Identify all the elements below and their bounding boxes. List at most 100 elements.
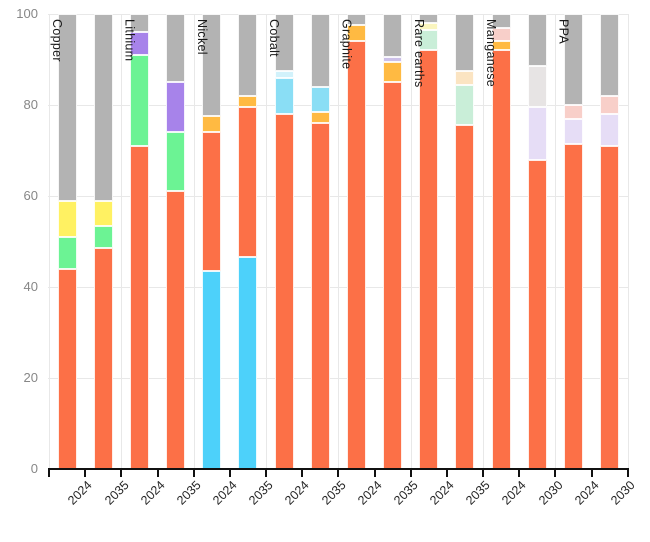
bar-segment bbox=[93, 200, 113, 226]
bar-segment bbox=[600, 14, 620, 96]
group-label: Copper bbox=[50, 19, 65, 62]
x-axis-tick-label-text: 2024 bbox=[137, 478, 168, 508]
bar-segment bbox=[93, 14, 113, 201]
x-axis-tick-label-text: 2035 bbox=[463, 478, 493, 508]
bar-segment bbox=[202, 271, 222, 469]
bar-segment bbox=[129, 54, 149, 146]
stacked-bar bbox=[166, 14, 186, 469]
x-axis-tick-label-text: 2024 bbox=[571, 478, 602, 508]
gridline-vertical bbox=[266, 14, 268, 469]
x-axis-tick-label-text: 2035 bbox=[101, 478, 132, 508]
bar-segment bbox=[57, 268, 77, 469]
bar-segment bbox=[419, 14, 439, 24]
gridline-horizontal bbox=[48, 105, 628, 106]
bar-segment bbox=[600, 145, 620, 469]
bar-segment bbox=[166, 82, 186, 133]
x-axis-line bbox=[48, 468, 629, 470]
x-axis-tick-label-text: 2024 bbox=[210, 478, 240, 508]
x-axis-tick-mark bbox=[192, 470, 195, 477]
stacked-bar bbox=[600, 14, 620, 469]
bar-segment bbox=[238, 95, 258, 108]
bar-segment bbox=[129, 14, 149, 33]
stacked-bar bbox=[383, 14, 403, 469]
x-axis-tick-mark bbox=[265, 470, 268, 477]
bar-segment bbox=[57, 236, 77, 269]
bar-segment bbox=[310, 86, 330, 112]
bar-segment bbox=[274, 14, 294, 71]
bar-segment bbox=[419, 23, 439, 30]
bar-segment bbox=[202, 116, 222, 133]
x-axis-tick-mark bbox=[518, 470, 521, 477]
bar-segment bbox=[310, 14, 330, 87]
gridline-vertical bbox=[49, 14, 50, 469]
group-label: Manganese bbox=[484, 19, 499, 88]
stacked-bar bbox=[274, 14, 294, 469]
bar-segment bbox=[383, 57, 403, 62]
x-axis-tick-mark bbox=[590, 470, 593, 477]
y-axis-tick-label: 20 bbox=[23, 370, 38, 385]
bar-segment bbox=[166, 132, 186, 192]
x-axis-tick-label-text: 2024 bbox=[427, 478, 457, 508]
gridline-horizontal bbox=[48, 378, 628, 379]
bar-segment bbox=[419, 50, 439, 469]
x-axis-tick-label-text: 2030 bbox=[608, 478, 638, 508]
bar-segment bbox=[129, 32, 149, 55]
x-axis-tick-mark bbox=[301, 470, 304, 477]
bar-segment bbox=[202, 132, 222, 272]
x-axis-tick-label-text: 2024 bbox=[65, 478, 96, 508]
x-axis-tick-label-text: 2035 bbox=[246, 478, 276, 508]
stacked-bar bbox=[346, 14, 366, 469]
x-axis-tick-label-text: 2024 bbox=[499, 478, 530, 508]
y-axis-tick-label: 0 bbox=[30, 461, 38, 476]
bar-segment bbox=[455, 125, 475, 469]
bar-segment bbox=[274, 70, 294, 78]
bar-segment bbox=[419, 29, 439, 51]
bar-segment bbox=[491, 50, 511, 469]
stacked-bar bbox=[527, 14, 547, 469]
bar-segment bbox=[274, 114, 294, 469]
bar-segment bbox=[238, 257, 258, 469]
bar-segment bbox=[93, 225, 113, 249]
group-label: Lithium bbox=[122, 19, 137, 62]
x-axis-tick-label-text: 2024 bbox=[282, 478, 313, 508]
y-axis-tick-label: 100 bbox=[16, 6, 38, 21]
bar-segment bbox=[93, 248, 113, 469]
gridline-vertical bbox=[483, 14, 485, 469]
gridline-vertical bbox=[338, 14, 340, 469]
x-axis-tick-mark bbox=[409, 470, 412, 477]
bar-segment bbox=[455, 84, 475, 126]
stacked-bar bbox=[129, 14, 149, 469]
bar-segment bbox=[238, 14, 258, 96]
x-axis-tick-label-text: 2024 bbox=[354, 478, 385, 508]
stacked-bar bbox=[455, 14, 475, 469]
bar-segment bbox=[57, 200, 77, 237]
x-axis-tick-mark bbox=[84, 470, 87, 477]
y-axis-tick-label: 80 bbox=[23, 97, 38, 112]
x-axis-tick-mark bbox=[554, 470, 557, 477]
bar-segment bbox=[383, 82, 403, 469]
bar-segment bbox=[527, 159, 547, 469]
gridline-vertical bbox=[555, 14, 557, 469]
stacked-bar bbox=[491, 14, 511, 469]
bar-segment bbox=[455, 70, 475, 85]
bar-segment bbox=[527, 66, 547, 108]
x-axis-tick-mark bbox=[228, 470, 231, 477]
bar-segment bbox=[57, 14, 77, 201]
stacked-bar bbox=[93, 14, 113, 469]
x-axis-tick-mark bbox=[445, 470, 448, 477]
bar-segment bbox=[600, 114, 620, 146]
bar-segment bbox=[238, 107, 258, 258]
bar-segment bbox=[455, 14, 475, 71]
stacked-bar bbox=[238, 14, 258, 469]
stacked-bar bbox=[563, 14, 583, 469]
bar-segment bbox=[563, 105, 583, 119]
stacked-bar bbox=[202, 14, 222, 469]
y-axis-tick-label: 40 bbox=[23, 279, 38, 294]
bar-segment bbox=[346, 25, 366, 42]
bar-segment bbox=[491, 14, 511, 28]
bar-segment bbox=[346, 14, 366, 26]
bar-segment bbox=[310, 123, 330, 469]
stacked-bar bbox=[310, 14, 330, 469]
gridline-vertical bbox=[121, 14, 123, 469]
